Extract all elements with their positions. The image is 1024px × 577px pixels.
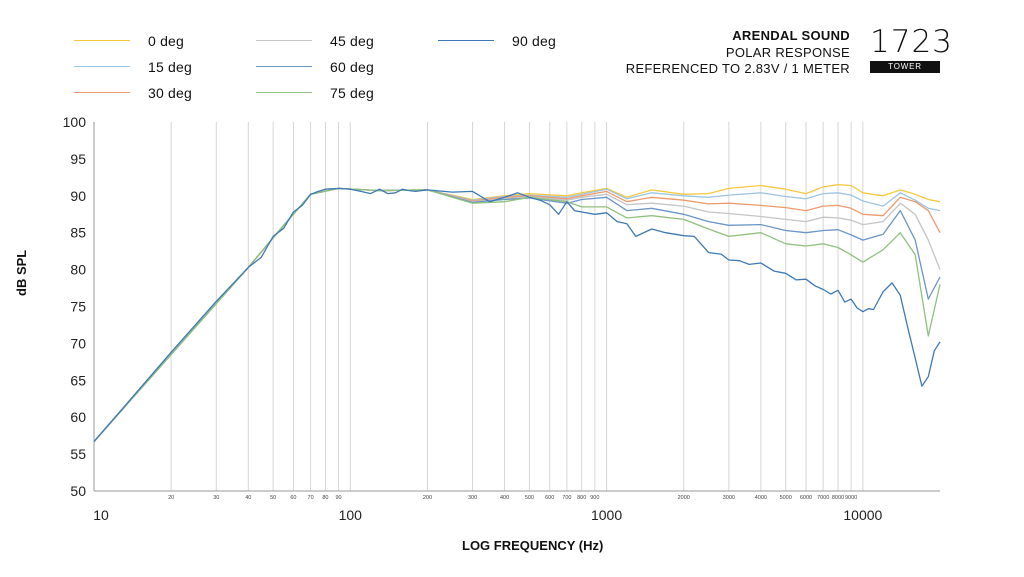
legend-swatch [74,92,130,93]
series-line-60-deg [93,187,941,443]
series-line-30-deg [93,187,941,443]
x-minor-tick-label: 60 [290,495,296,501]
legend-swatch [256,40,312,41]
legend-label: 30 deg [148,85,193,101]
x-minor-tick-label: 70 [308,495,314,501]
model-number: 1723 [870,24,953,60]
model-tag: TOWER [870,61,940,73]
x-minor-tick-label: 7000 [817,495,829,501]
x-minor-tick-label: 9000 [845,495,857,501]
x-minor-tick-label: 900 [590,495,599,501]
legend-swatch [74,40,130,41]
y-axis-title: dB SPL [14,249,29,296]
y-tick-label: 90 [70,188,86,204]
legend-label: 75 deg [330,85,375,101]
x-minor-tick-label: 400 [500,495,509,501]
legend-swatch [256,92,312,93]
legend-label: 15 deg [148,59,193,75]
x-tick-label: 100 [339,507,363,523]
x-minor-tick-label: 200 [423,495,432,501]
legend-swatch [438,40,494,41]
x-minor-tick-label: 700 [562,495,571,501]
legend-label: 60 deg [330,59,375,75]
y-tick-label: 80 [70,262,86,278]
x-minor-tick-label: 50 [270,495,276,501]
x-minor-tick-label: 2000 [678,495,690,501]
x-minor-tick-label: 80 [322,495,328,501]
series-lines [93,184,941,443]
brand-name: ARENDAL SOUND [732,28,850,43]
x-minor-tick-label: 800 [577,495,586,501]
y-tick-label: 75 [70,299,86,315]
series-line-75-deg [93,187,941,443]
chart-title: POLAR RESPONSE [725,44,850,60]
series-line-15-deg [93,187,941,443]
x-minor-tick-label: 4000 [755,495,767,501]
x-minor-tick-label: 20 [168,495,174,501]
legend-label: 90 deg [512,33,557,49]
grid [170,122,864,491]
x-tick-label: 1000 [591,507,622,523]
x-minor-tick-label: 30 [213,495,219,501]
y-tick-label: 55 [70,446,86,462]
x-axis-title: LOG FREQUENCY (Hz) [462,538,604,553]
x-minor-tick-label: 300 [468,495,477,501]
tick-labels: 50 55 60 65 70 75 80 85 90 95 100 10 100 1000 10000 20 3… [63,114,883,523]
x-minor-tick-label: 6000 [800,495,812,501]
model-badge: 1723 TOWER [870,24,953,73]
series-line-45-deg [93,187,941,443]
x-tick-label: 10000 [843,507,882,523]
brand-block: ARENDAL SOUND POLAR RESPONSE REFERENCED … [626,28,850,78]
axes [93,122,940,492]
y-tick-label: 85 [70,225,86,241]
y-tick-label: 65 [70,372,86,388]
y-tick-label: 95 [70,151,86,167]
chart-subtitle: REFERENCED TO 2.83V / 1 METER [625,61,850,76]
y-tick-label: 60 [70,409,86,425]
legend-label: 0 deg [148,33,185,49]
series-line-90-deg [93,187,941,443]
legend-swatch [256,66,312,67]
y-tick-label: 50 [70,483,86,499]
x-minor-tick-label: 5000 [780,495,792,501]
x-minor-tick-label: 40 [245,495,251,501]
x-minor-tick-label: 3000 [723,495,735,501]
x-minor-tick-label: 8000 [832,495,844,501]
legend-label: 45 deg [330,33,375,49]
x-tick-label: 10 [93,507,109,523]
series-line-0-deg [93,184,941,443]
x-minor-tick-label: 600 [545,495,554,501]
x-minor-tick-label: 500 [525,495,534,501]
x-minor-tick-label: 90 [335,495,341,501]
y-tick-label: 100 [63,114,87,130]
legend-swatch [74,66,130,67]
y-tick-label: 70 [70,335,86,351]
